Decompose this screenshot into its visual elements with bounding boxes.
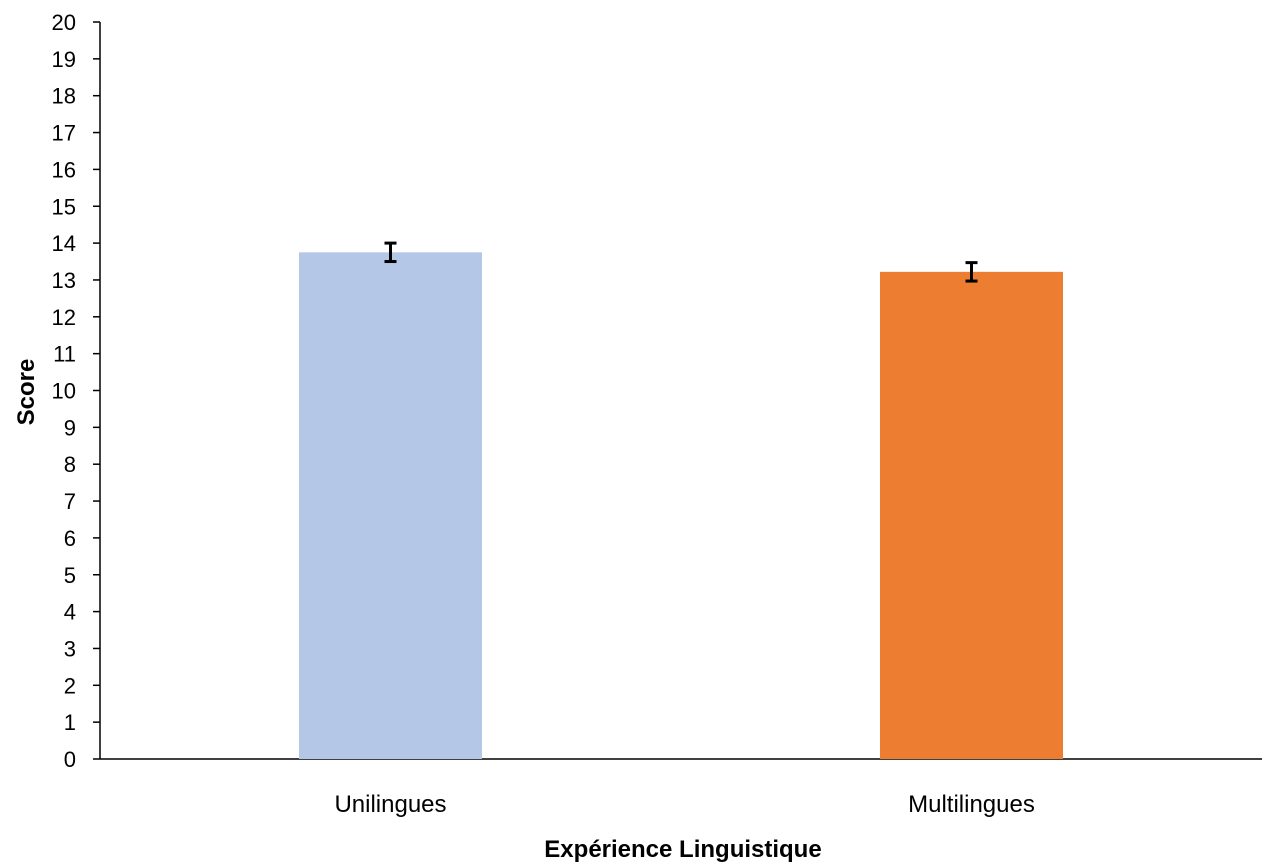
y-tick-label: 2 <box>64 673 76 698</box>
y-tick-label: 15 <box>52 194 76 219</box>
y-tick-label: 7 <box>64 489 76 514</box>
y-tick-label: 16 <box>52 157 76 182</box>
y-tick-label: 6 <box>64 526 76 551</box>
y-tick-label: 17 <box>52 121 76 146</box>
x-tick-label: Unilingues <box>334 791 446 818</box>
error-bars <box>384 241 978 283</box>
y-tick-label: 10 <box>52 379 76 404</box>
x-axis: Unilingues Multilingues <box>100 758 1262 818</box>
x-axis-title: Expérience Linguistique <box>544 836 821 863</box>
y-tick-label: 19 <box>52 47 76 72</box>
y-tick-label: 14 <box>52 231 76 256</box>
y-tick-label: 20 <box>52 10 76 35</box>
bars <box>299 252 1063 759</box>
y-tick-label: 9 <box>64 415 76 440</box>
y-tick-label: 3 <box>64 636 76 661</box>
y-tick-label: 4 <box>64 600 76 625</box>
bar-multilingues <box>880 271 1063 759</box>
y-tick-label: 11 <box>53 342 76 367</box>
y-tick-label: 8 <box>64 452 76 477</box>
y-tick-label: 18 <box>52 84 76 109</box>
y-tick-label: 13 <box>52 268 76 293</box>
y-tick-label: 0 <box>64 747 76 772</box>
y-tick-label: 12 <box>52 305 76 330</box>
bar-unilingues <box>299 252 482 759</box>
y-axis-title: Score <box>13 359 40 426</box>
y-tick-label: 5 <box>64 563 76 588</box>
y-tick-label: 1 <box>64 710 76 735</box>
x-tick-label: Multilingues <box>908 791 1035 818</box>
